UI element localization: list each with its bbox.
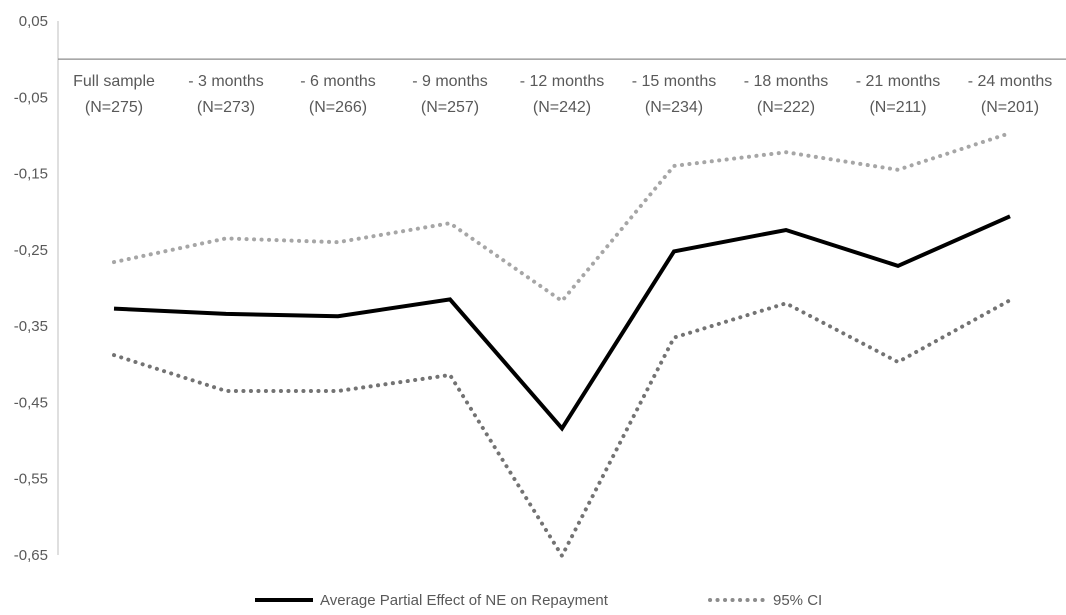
legend-label-ci: 95% CI bbox=[773, 592, 822, 609]
legend-label-average: Average Partial Effect of NE on Repaymen… bbox=[320, 592, 609, 609]
y-tick-label: -0,15 bbox=[14, 166, 48, 183]
x-category-count: (N=266) bbox=[309, 99, 367, 116]
x-category-count: (N=257) bbox=[421, 99, 479, 116]
x-category-label: - 24 months bbox=[968, 73, 1052, 90]
x-category-label: - 21 months bbox=[856, 73, 940, 90]
y-tick-label: -0,05 bbox=[14, 89, 48, 106]
x-category-label: - 15 months bbox=[632, 73, 716, 90]
series-line-average-partial-effect bbox=[113, 214, 1011, 432]
y-tick-label: -0,45 bbox=[14, 394, 48, 411]
axis-layer: 0,05 -0,05 -0,15 -0,25 -0,35 -0,45 -0,55 -0,65 bbox=[14, 13, 1066, 564]
y-tick-label: -0,55 bbox=[14, 471, 48, 488]
x-category-count: (N=234) bbox=[645, 99, 703, 116]
series-line-ci-upper bbox=[112, 131, 1012, 303]
x-category-label: - 9 months bbox=[412, 73, 488, 90]
x-category-label: - 12 months bbox=[520, 73, 604, 90]
y-tick-label: -0,35 bbox=[14, 318, 48, 335]
x-category-count: (N=201) bbox=[981, 99, 1039, 116]
x-category-label: - 3 months bbox=[188, 73, 264, 90]
x-category-count: (N=275) bbox=[85, 99, 143, 116]
x-category-count: (N=222) bbox=[757, 99, 815, 116]
x-category-label: Full sample bbox=[73, 73, 155, 90]
y-tick-label: 0,05 bbox=[19, 13, 48, 30]
y-tick-label: -0,25 bbox=[14, 242, 48, 259]
x-category-label: - 18 months bbox=[744, 73, 828, 90]
series-line-ci-lower bbox=[112, 298, 1012, 558]
x-category-count: (N=273) bbox=[197, 99, 255, 116]
x-category-label: - 6 months bbox=[300, 73, 376, 90]
y-tick-label: -0,65 bbox=[14, 547, 48, 564]
x-category-count: (N=211) bbox=[869, 99, 926, 116]
x-category-count: (N=242) bbox=[533, 99, 591, 116]
category-labels: Full sample (N=275) - 3 months (N=273) - 6 m… bbox=[73, 73, 1052, 116]
legend: Average Partial Effect of NE on Repaymen… bbox=[255, 592, 822, 609]
series-layer bbox=[112, 131, 1012, 558]
